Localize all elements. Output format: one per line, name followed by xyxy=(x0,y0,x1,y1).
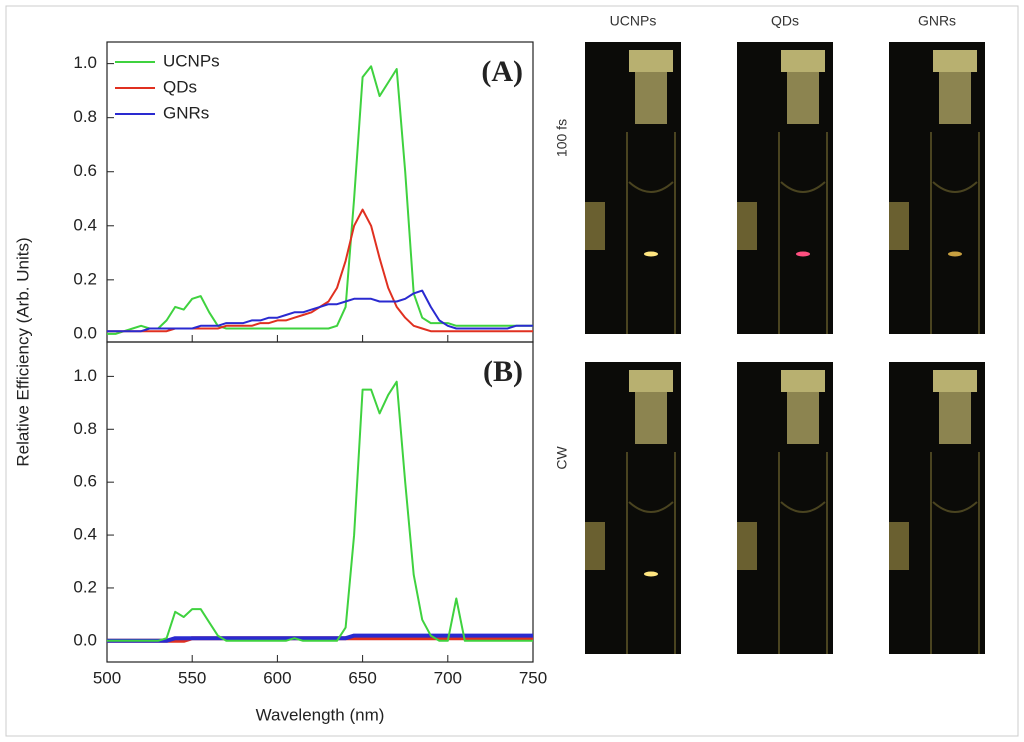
emission-spot xyxy=(644,571,658,577)
y-axis-label: Relative Efficiency (Arb. Units) xyxy=(13,237,32,466)
emission-spot xyxy=(948,251,962,257)
x-tick-label: 600 xyxy=(263,668,291,687)
y-tick-label: 1.0 xyxy=(73,53,97,72)
vial-neck xyxy=(939,392,971,444)
column-label: QDs xyxy=(771,13,799,29)
vial-body xyxy=(778,452,828,654)
vial-cap xyxy=(629,50,673,72)
frame xyxy=(5,5,1019,737)
column-label: UCNPs xyxy=(610,13,657,29)
y-tick-label: 0.0 xyxy=(73,630,97,649)
x-tick-label: 500 xyxy=(93,668,121,687)
series-line xyxy=(107,380,533,642)
row-label: CW xyxy=(554,446,570,470)
row-label: 100 fs xyxy=(554,119,570,157)
series-line xyxy=(107,633,533,643)
vial-cap xyxy=(781,50,825,72)
y-tick-label: 0.0 xyxy=(73,323,97,342)
vial-body xyxy=(778,132,828,334)
x-axis-label: Wavelength (nm) xyxy=(256,705,385,724)
panel-label: (A) xyxy=(481,55,523,88)
x-tick-label: 700 xyxy=(434,668,462,687)
holder xyxy=(585,202,605,250)
y-tick-label: 0.2 xyxy=(73,577,97,596)
column-label: GNRs xyxy=(918,13,956,29)
panel-label: (B) xyxy=(483,355,523,388)
legend-label: QDs xyxy=(163,77,197,96)
vial-cap xyxy=(933,370,977,392)
x-tick-label: 750 xyxy=(519,668,547,687)
y-tick-label: 1.0 xyxy=(73,366,97,385)
x-tick-label: 550 xyxy=(178,668,206,687)
vial-cap xyxy=(781,370,825,392)
vial-neck xyxy=(939,72,971,124)
vial-body xyxy=(626,452,676,654)
y-tick-label: 0.6 xyxy=(73,472,97,491)
series-line xyxy=(107,289,533,333)
legend-label: UCNPs xyxy=(163,51,220,70)
y-tick-label: 0.8 xyxy=(73,107,97,126)
vial-cap xyxy=(933,50,977,72)
y-tick-label: 0.4 xyxy=(73,525,97,544)
x-tick-label: 650 xyxy=(348,668,376,687)
vial-cap xyxy=(629,370,673,392)
emission-spot xyxy=(796,251,810,257)
y-tick-label: 0.2 xyxy=(73,269,97,288)
y-tick-label: 0.6 xyxy=(73,161,97,180)
photo-grid: UCNPs QDs GNRs 100 fs CW xyxy=(554,13,985,654)
vial-body xyxy=(930,452,980,654)
vial-neck xyxy=(787,72,819,124)
holder xyxy=(737,202,757,250)
vial-neck xyxy=(635,72,667,124)
vial-neck xyxy=(635,392,667,444)
y-tick-label: 0.4 xyxy=(73,215,97,234)
legend-label: GNRs xyxy=(163,103,209,122)
vial-body xyxy=(626,132,676,334)
vial-body xyxy=(930,132,980,334)
plot-area xyxy=(106,341,534,663)
emission-spot xyxy=(644,251,658,257)
holder xyxy=(585,522,605,570)
vial-neck xyxy=(787,392,819,444)
holder xyxy=(889,202,909,250)
series-line xyxy=(107,65,533,335)
holder xyxy=(889,522,909,570)
y-tick-label: 0.8 xyxy=(73,419,97,438)
holder xyxy=(737,522,757,570)
